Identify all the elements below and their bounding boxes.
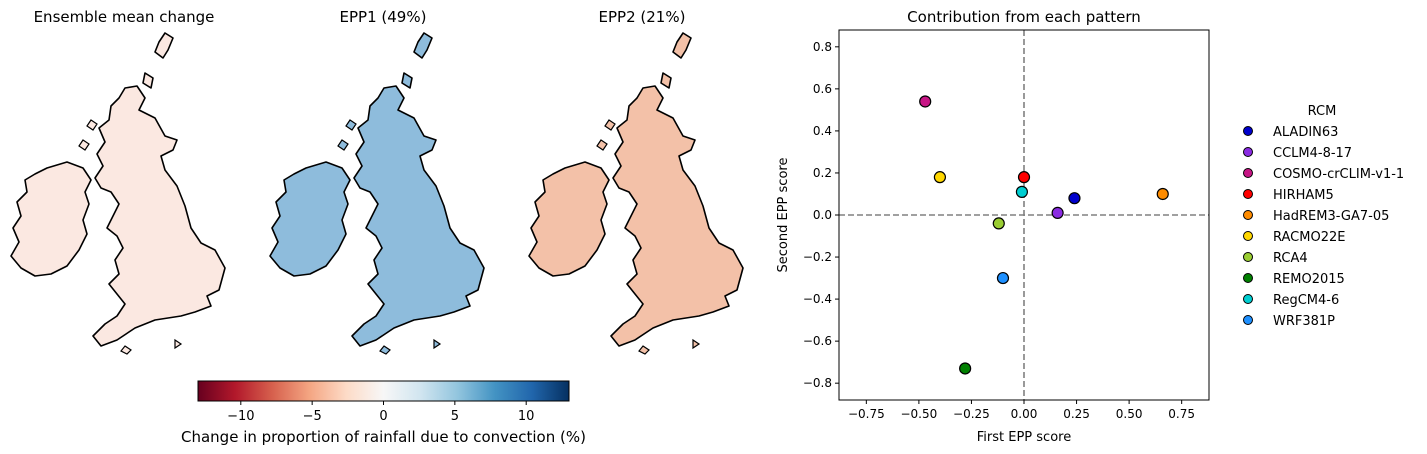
colorbar-gradient — [197, 380, 570, 402]
legend-marker — [1243, 189, 1253, 199]
legend-label: RegCM4-6 — [1273, 293, 1339, 308]
legend-marker — [1243, 294, 1253, 304]
x-tick-label: −0.75 — [848, 407, 885, 421]
scatter-point-remo2015 — [959, 362, 972, 375]
scatter-chart: Contribution from each pattern −0.75 −0.5… — [776, 8, 1210, 445]
scatter-point-cclm4-8-17 — [1051, 206, 1064, 219]
y-tick-label: −0.2 — [803, 250, 832, 264]
scatter-point-hadrem3-ga7-05 — [1156, 187, 1169, 201]
data-points — [919, 95, 1169, 375]
legend-marker — [1243, 273, 1253, 283]
scatter-point-cosmo-crclim-v1-1 — [919, 95, 932, 108]
x-tick-label: 0.25 — [1063, 407, 1090, 421]
y-axis-ticks: −0.8 −0.6 −0.4 −0.2 0.0 0.2 0.4 0.6 0.8 — [803, 40, 839, 390]
x-tick-label: 0.75 — [1168, 407, 1195, 421]
legend-marker — [1243, 315, 1253, 325]
legend-label: REMO2015 — [1273, 272, 1345, 287]
colorbar-tick-label: 10 — [518, 409, 535, 424]
y-axis-label: Second EPP score — [776, 158, 791, 273]
scatter-point-wrf381p — [996, 271, 1010, 285]
map-panel-1: Ensemble mean change — [10, 8, 226, 355]
legend-title: RCM — [1308, 104, 1337, 119]
legend-marker — [1243, 252, 1253, 262]
legend-label: COSMO-crCLIM-v1-1 — [1273, 167, 1404, 182]
scatter-point-hirham5 — [1017, 171, 1031, 184]
scatter-point-regcm4-6 — [1015, 185, 1028, 198]
map-panel-3: EPP2 (21%) — [528, 8, 744, 355]
y-tick-label: 0.2 — [813, 166, 832, 180]
y-tick-label: 0.0 — [813, 208, 832, 222]
map-panels: Ensemble mean change EPP1 (49%) EPP2 (21%) — [10, 8, 744, 355]
legend-marker — [1243, 231, 1253, 241]
legend-label: ALADIN63 — [1273, 125, 1338, 140]
y-tick-label: 0.4 — [813, 124, 832, 138]
y-tick-label: −0.4 — [803, 292, 832, 306]
colorbar-tick-label: −5 — [303, 409, 322, 424]
x-axis-label: First EPP score — [977, 430, 1071, 445]
y-tick-label: −0.8 — [803, 376, 832, 390]
colorbar-label: Change in proportion of rainfall due to … — [181, 428, 586, 446]
map-title: EPP1 (49%) — [340, 8, 427, 26]
colorbar-tick-label: 0 — [379, 409, 387, 424]
x-axis-ticks: −0.75 −0.50 −0.25 0.00 0.25 0.50 0.75 — [848, 400, 1195, 421]
x-tick-label: 0.50 — [1116, 407, 1143, 421]
uk-map-shape — [528, 32, 744, 355]
map-title: Ensemble mean change — [34, 8, 215, 26]
legend-label: WRF381P — [1273, 314, 1335, 329]
y-tick-label: 0.6 — [813, 82, 832, 96]
legend-marker — [1243, 126, 1253, 136]
colorbar-tick-label: 5 — [451, 409, 459, 424]
scatter-point-rca4 — [992, 217, 1005, 230]
colorbar: −10 −5 0 5 10 Change in proportion of rainfa… — [181, 380, 586, 446]
reference-lines — [839, 30, 1209, 400]
legend-label: RCA4 — [1273, 251, 1308, 266]
scatter-point-aladin63 — [1068, 192, 1081, 205]
legend-marker — [1243, 147, 1253, 157]
scatter-point-racmo22e — [933, 171, 947, 184]
map-panel-2: EPP1 (49%) — [269, 8, 485, 355]
legend-label: HIRHAM5 — [1273, 188, 1334, 203]
x-tick-label: −0.50 — [900, 407, 937, 421]
y-tick-label: −0.6 — [803, 334, 832, 348]
uk-map-shape — [269, 32, 485, 355]
map-title: EPP2 (21%) — [599, 8, 686, 26]
chart-title: Contribution from each pattern — [907, 8, 1141, 26]
legend: RCM ALADIN63 CCLM4-8-17 COSMO-crCLIM-v1-1 H… — [1243, 104, 1404, 329]
y-tick-label: 0.8 — [813, 40, 832, 54]
legend-label: HadREM3-GA7-05 — [1273, 209, 1389, 224]
legend-marker — [1243, 168, 1253, 178]
colorbar-ticks: −10 −5 0 5 10 — [227, 401, 534, 424]
legend-label: RACMO22E — [1273, 230, 1345, 245]
legend-marker — [1243, 210, 1253, 220]
uk-map-shape — [10, 32, 226, 355]
x-tick-label: −0.25 — [953, 407, 990, 421]
x-tick-label: 0.00 — [1011, 407, 1038, 421]
legend-label: CCLM4-8-17 — [1273, 146, 1352, 161]
colorbar-tick-label: −10 — [227, 409, 254, 424]
